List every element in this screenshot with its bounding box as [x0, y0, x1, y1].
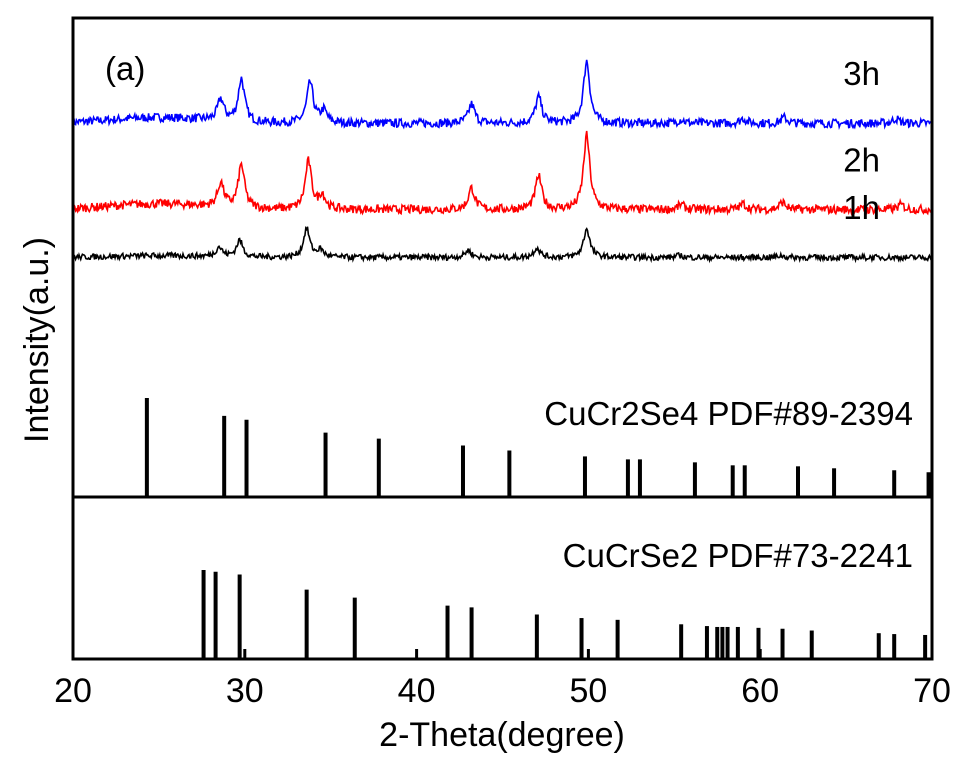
panel-label: (a)	[105, 50, 145, 87]
reference-label: CuCr2Se4 PDF#89-2394	[544, 395, 913, 432]
x-axis-ticks: 20 30 40 50 60 70	[54, 649, 951, 710]
reference-panels: CuCr2Se4 PDF#89-2394 CuCrSe2 PDF#73-2241	[144, 395, 931, 659]
series-line-2h	[72, 130, 933, 217]
series-line-3h	[72, 59, 933, 131]
x-tick-label: 40	[398, 672, 436, 710]
series-label-3h: 3h	[843, 55, 880, 92]
x-tick-label: 60	[741, 672, 779, 710]
y-axis-title: Intensity(a.u.)	[18, 237, 56, 443]
x-tick-label: 50	[569, 672, 607, 710]
x-tick-label: 20	[54, 672, 92, 710]
series-layer: 3h 2h 1h	[72, 55, 933, 264]
series-label-2h: 2h	[843, 141, 880, 178]
series-line-1h	[72, 225, 933, 264]
reference-label: CuCrSe2 PDF#73-2241	[563, 537, 913, 574]
x-tick-label: 70	[913, 672, 951, 710]
plot-frame	[71, 16, 934, 661]
x-axis-title: 2-Theta(degree)	[379, 716, 625, 754]
x-tick-label: 30	[226, 672, 264, 710]
series-label-1h: 1h	[843, 189, 880, 226]
